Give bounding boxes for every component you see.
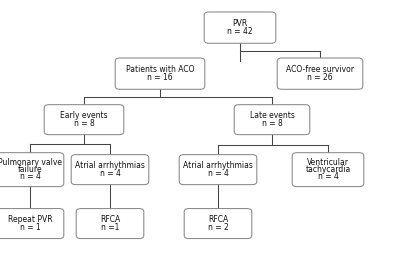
Text: n = 42: n = 42: [227, 27, 253, 36]
Text: Late events: Late events: [250, 111, 294, 120]
Text: n = 4: n = 4: [318, 172, 338, 181]
Text: Repeat PVR: Repeat PVR: [8, 215, 52, 224]
FancyBboxPatch shape: [44, 105, 124, 135]
Text: n = 16: n = 16: [147, 73, 173, 82]
FancyBboxPatch shape: [179, 155, 257, 185]
FancyBboxPatch shape: [115, 58, 205, 89]
FancyBboxPatch shape: [234, 105, 310, 135]
Text: RFCA: RFCA: [208, 215, 228, 224]
FancyBboxPatch shape: [71, 155, 149, 185]
Text: Early events: Early events: [60, 111, 108, 120]
FancyBboxPatch shape: [0, 209, 64, 239]
Text: n = 4: n = 4: [208, 169, 228, 178]
Text: Ventricular: Ventricular: [307, 158, 349, 167]
Text: Atrial arrhythmias: Atrial arrhythmias: [183, 161, 253, 170]
Text: failure: failure: [18, 165, 42, 174]
Text: n = 26: n = 26: [307, 73, 333, 82]
Text: n = 8: n = 8: [262, 119, 282, 128]
Text: ACO-free survivor: ACO-free survivor: [286, 65, 354, 74]
Text: RFCA: RFCA: [100, 215, 120, 224]
Text: Pulmonary valve: Pulmonary valve: [0, 158, 62, 167]
Text: n = 4: n = 4: [20, 172, 40, 181]
Text: n = 8: n = 8: [74, 119, 94, 128]
Text: PVR: PVR: [232, 19, 248, 28]
Text: n = 2: n = 2: [208, 223, 228, 232]
Text: n = 1: n = 1: [20, 223, 40, 232]
FancyBboxPatch shape: [277, 58, 363, 89]
Text: tachycardia: tachycardia: [305, 165, 351, 174]
FancyBboxPatch shape: [184, 209, 252, 239]
Text: n =1: n =1: [101, 223, 119, 232]
FancyBboxPatch shape: [0, 153, 64, 187]
Text: Patients with ACO: Patients with ACO: [126, 65, 194, 74]
FancyBboxPatch shape: [292, 153, 364, 187]
Text: Atrial arrhythmias: Atrial arrhythmias: [75, 161, 145, 170]
FancyBboxPatch shape: [76, 209, 144, 239]
FancyBboxPatch shape: [204, 12, 276, 43]
Text: n = 4: n = 4: [100, 169, 120, 178]
